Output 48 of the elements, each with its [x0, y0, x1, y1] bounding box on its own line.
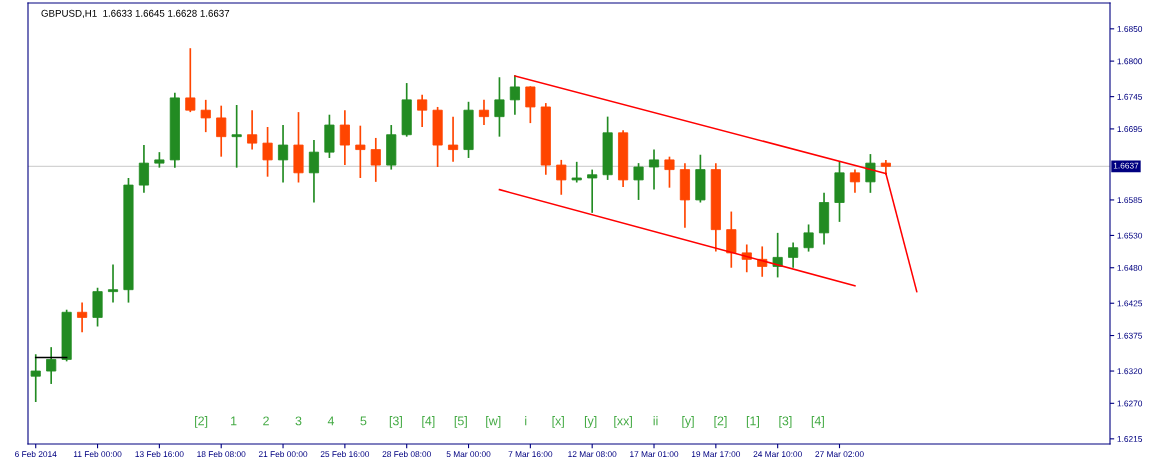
x-tick-label: 18 Feb 08:00 — [197, 450, 246, 458]
y-tick-label: 1.6480 — [1117, 264, 1143, 271]
x-tick-label: 17 Mar 01:00 — [630, 451, 679, 458]
x-tick-label: 5 Mar 00:00 — [446, 451, 491, 458]
y-tick-label: 1.6800 — [1117, 58, 1143, 65]
y-tick-label: 1.6425 — [1117, 300, 1143, 307]
annotation: ii — [653, 416, 658, 426]
annotation: 2 — [263, 416, 269, 426]
annotation: 1 — [231, 416, 237, 426]
x-tick-label: 7 Mar 16:00 — [508, 451, 553, 458]
annotation: [4] — [811, 416, 824, 428]
annotation: [5] — [454, 416, 467, 428]
annotation: [2] — [714, 416, 727, 428]
y-tick-label: 1.6320 — [1117, 368, 1143, 375]
y-tick-label: 1.6695 — [1117, 126, 1143, 133]
y-tick-label: 1.6375 — [1117, 332, 1143, 339]
annotation: [4] — [422, 416, 435, 428]
x-tick-label: 11 Feb 00:00 — [73, 450, 122, 458]
annotation: [3] — [389, 416, 402, 428]
x-tick-label: 21 Feb 00:00 — [258, 450, 308, 458]
x-tick-label: 13 Feb 16:00 — [135, 450, 184, 458]
x-tick-label: 19 Mar 17:00 — [691, 451, 741, 458]
annotation: [2] — [195, 416, 208, 428]
text: GBPUSD,H1 1.6633 1.6645 1.6628 1.6637 — [41, 9, 230, 18]
annotation: i — [525, 416, 527, 426]
annotation: [xx] — [614, 416, 632, 428]
annotation: [x] — [552, 416, 564, 428]
ref-line-label: 1.6637 — [1113, 162, 1139, 169]
y-tick-label: 1.6850 — [1117, 26, 1143, 32]
annotation: [y] — [682, 416, 694, 428]
x-tick-label: 6 Feb 2014 — [15, 450, 57, 458]
x-tick-label: 25 Feb 16:00 — [320, 450, 370, 458]
y-tick-label: 1.6530 — [1117, 232, 1143, 239]
annotation: [1] — [746, 416, 759, 428]
x-tick-label: 24 Mar 10:00 — [753, 451, 802, 458]
annotation: [3] — [779, 416, 792, 428]
x-tick-label: 12 Mar 08:00 — [568, 451, 617, 458]
x-tick-label: 27 Mar 02:00 — [815, 451, 864, 458]
annotation: 3 — [295, 416, 302, 426]
annotation: [y] — [584, 416, 597, 428]
annotation: [w] — [486, 416, 501, 428]
y-tick-label: 1.6270 — [1117, 400, 1143, 407]
x-tick-label: 28 Feb 08:00 — [382, 450, 431, 458]
y-tick-label: 1.6215 — [1117, 436, 1143, 442]
y-tick-label: 1.6585 — [1117, 197, 1143, 204]
annotation: 5 — [360, 416, 367, 426]
annotation: 4 — [327, 416, 335, 426]
y-tick-label: 1.6745 — [1117, 93, 1143, 100]
